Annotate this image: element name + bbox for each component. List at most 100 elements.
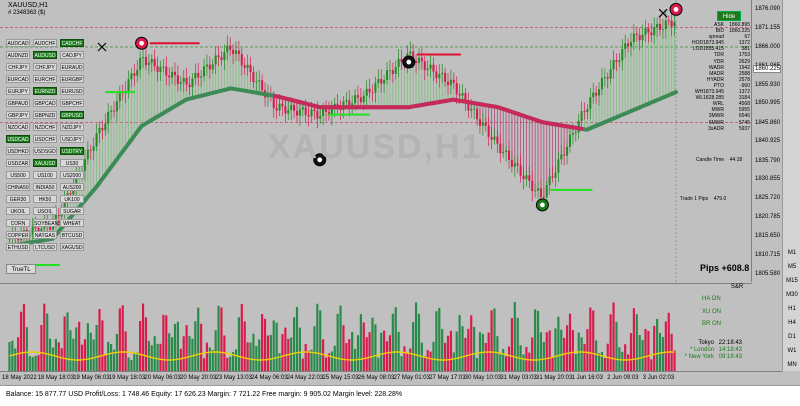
symbol-button-eurjpy[interactable]: EURJPY bbox=[6, 87, 30, 95]
symbol-button-gbpchf[interactable]: GBPCHF bbox=[60, 99, 84, 107]
symbol-button-eurchf[interactable]: EURCHF bbox=[33, 75, 57, 83]
symbol-button-eurgbp[interactable]: EURGBP bbox=[60, 75, 84, 83]
candle-body bbox=[217, 55, 220, 58]
timeframe-w1[interactable]: W1 bbox=[787, 348, 797, 354]
symbol-button-cadjpy[interactable]: CADJPY bbox=[60, 51, 84, 59]
symbol-button-ukoil[interactable]: UKOIL bbox=[6, 207, 30, 215]
timeframe-m30[interactable]: M30 bbox=[786, 292, 798, 298]
candle-body bbox=[380, 78, 383, 84]
trade-pips-label: Trade 1 Pips bbox=[680, 196, 709, 202]
symbol-button-nzdchf[interactable]: NZDCHF bbox=[33, 123, 57, 131]
candle-body bbox=[473, 108, 476, 110]
info-value: 2629 bbox=[738, 58, 750, 65]
symbol-button-usoil[interactable]: USOIL bbox=[33, 207, 57, 215]
price-axis: 1876.0901871.1551866.0001861.0651855.930… bbox=[752, 0, 782, 371]
candle-body bbox=[104, 123, 107, 131]
symbol-button-cadchf[interactable]: CADCHF bbox=[60, 39, 84, 47]
timeframe-mn[interactable]: MN bbox=[787, 362, 797, 368]
symbol-button-ethusd[interactable]: ETHUSD bbox=[6, 243, 30, 251]
symbol-button-chfjpy[interactable]: CHFJPY bbox=[33, 63, 57, 71]
symbol-button-ger30[interactable]: GER30 bbox=[6, 195, 30, 203]
candle-body bbox=[644, 28, 647, 35]
symbol-button-india50[interactable]: INDIA50 bbox=[33, 183, 57, 191]
symbol-button-uk100[interactable]: UK100 bbox=[60, 195, 84, 203]
symbol-button-gbpnzd[interactable]: GBPNZD bbox=[33, 111, 57, 119]
timeframe-h4[interactable]: H4 bbox=[788, 320, 796, 326]
candle-body bbox=[136, 69, 139, 76]
scissors-icon bbox=[97, 42, 107, 52]
timeframe-d1[interactable]: D1 bbox=[788, 334, 796, 340]
symbol-button-natgas[interactable]: NATGAS bbox=[33, 231, 57, 239]
symbol-button-audusd[interactable]: AUDUSD bbox=[33, 51, 57, 59]
symbol-button-nzdcad[interactable]: NZDCAD bbox=[6, 123, 30, 131]
symbol-button-nzdjpy[interactable]: NZDJPY bbox=[60, 123, 84, 131]
symbol-button-xagusd[interactable]: XAGUSD bbox=[60, 243, 84, 251]
info-row: PTO -960 bbox=[692, 83, 750, 89]
symbol-button-audcad[interactable]: AUDCAD bbox=[6, 39, 30, 47]
symbol-button-usdzar[interactable]: USDZAR bbox=[6, 159, 30, 167]
time-tick-label: 19 May 06:03 bbox=[73, 375, 110, 381]
info-value: 1860.225 bbox=[729, 28, 750, 35]
symbol-button-us100[interactable]: US100 bbox=[33, 171, 57, 179]
symbol-button-soybeans[interactable]: SOYBEANS bbox=[33, 219, 62, 227]
timeframe-h1[interactable]: H1 bbox=[788, 306, 796, 312]
symbol-button-usdjpy[interactable]: USDJPY bbox=[60, 135, 84, 143]
timeframe-m1[interactable]: M1 bbox=[787, 250, 797, 256]
timeframe-m5[interactable]: M5 bbox=[787, 264, 797, 270]
candle-body bbox=[304, 107, 307, 116]
symbol-button-eurnzd[interactable]: EURNZD bbox=[33, 87, 57, 95]
candle-body bbox=[156, 66, 159, 72]
info-value: 2588 bbox=[738, 70, 750, 77]
symbol-button-corn[interactable]: CORN bbox=[6, 219, 30, 227]
symbol-button-hk50[interactable]: HK50 bbox=[33, 195, 57, 203]
info-value: 67 bbox=[744, 34, 750, 41]
price-chart[interactable]: XAUUSD,H1 XAUUSD,H1 # 2348363 ($) AUDCAD… bbox=[0, 0, 752, 282]
info-row: WRL 4568 bbox=[692, 101, 750, 107]
symbol-button-gbpusd[interactable]: GBPUSD bbox=[60, 111, 84, 119]
time-tick-label: 30 May 10:03 bbox=[464, 375, 502, 381]
hide-button[interactable]: Hide bbox=[717, 11, 741, 21]
symbol-button-usdtry[interactable]: USDTRY bbox=[60, 147, 84, 155]
info-key: TDR bbox=[713, 52, 724, 59]
symbol-button-us2000[interactable]: US2000 bbox=[60, 171, 84, 179]
trade-pips-value: 479.0 bbox=[713, 196, 727, 202]
symbol-button-us30[interactable]: US30 bbox=[60, 159, 84, 167]
symbol-button-china50[interactable]: CHINA50 bbox=[6, 183, 30, 191]
symbol-button-euraud[interactable]: EURAUD bbox=[60, 63, 84, 71]
symbol-button-xauusd[interactable]: XAUUSD bbox=[33, 159, 57, 167]
symbol-button-audchf[interactable]: AUDCHF bbox=[33, 39, 57, 47]
price-tick-label: 1871.155 bbox=[755, 24, 781, 31]
symbol-button-copper[interactable]: COPPER bbox=[6, 231, 30, 239]
candle-time-value: 44:18 bbox=[729, 157, 743, 163]
symbol-button-sugar[interactable]: SUGAR bbox=[60, 207, 84, 215]
symbol-button-usdhkd[interactable]: USDHKD bbox=[6, 147, 30, 155]
symbol-button-btcusd[interactable]: BTCUSD bbox=[60, 231, 84, 239]
symbol-button-gbpaud[interactable]: GBPAUD bbox=[6, 99, 30, 107]
candle-body bbox=[203, 66, 206, 77]
timeframe-m15[interactable]: M15 bbox=[786, 278, 798, 284]
candle-body bbox=[568, 134, 572, 147]
candle-body bbox=[423, 61, 426, 71]
symbol-button-ltcusd[interactable]: LTCUSD bbox=[33, 243, 57, 251]
symbol-button-eurcad[interactable]: EURCAD bbox=[6, 75, 30, 83]
time-tick-label: 24 May 06:03 bbox=[251, 375, 288, 381]
scissors-icon bbox=[658, 8, 668, 18]
truetl-button[interactable]: TrueTL bbox=[6, 264, 36, 274]
symbol-button-eurusd[interactable]: EURUSD bbox=[60, 87, 84, 95]
candle-body bbox=[664, 20, 667, 30]
symbol-button-gbpcad[interactable]: GBPCAD bbox=[33, 99, 57, 107]
symbol-button-chfjpy[interactable]: CHFJPY bbox=[6, 63, 30, 71]
symbol-button-usdsgd[interactable]: USDSGD bbox=[33, 147, 57, 155]
info-row: WADR 1942 bbox=[692, 65, 750, 71]
symbol-button-wheat[interactable]: WHEAT bbox=[60, 219, 84, 227]
symbol-button-usdcad[interactable]: USDCAD bbox=[6, 135, 30, 143]
symbol-button-usdchf[interactable]: USDCHF bbox=[33, 135, 57, 143]
symbol-button-gbpjpy[interactable]: GBPJPY bbox=[6, 111, 30, 119]
symbol-button-aus200[interactable]: AUS200 bbox=[60, 183, 84, 191]
candle-body bbox=[542, 197, 545, 198]
symbol-button-audnzd[interactable]: AUDNZD bbox=[6, 51, 30, 59]
candle-body bbox=[316, 111, 319, 119]
candle-body bbox=[566, 146, 569, 156]
symbol-button-us500[interactable]: US500 bbox=[6, 171, 30, 179]
volume-subwindow[interactable] bbox=[0, 283, 752, 371]
